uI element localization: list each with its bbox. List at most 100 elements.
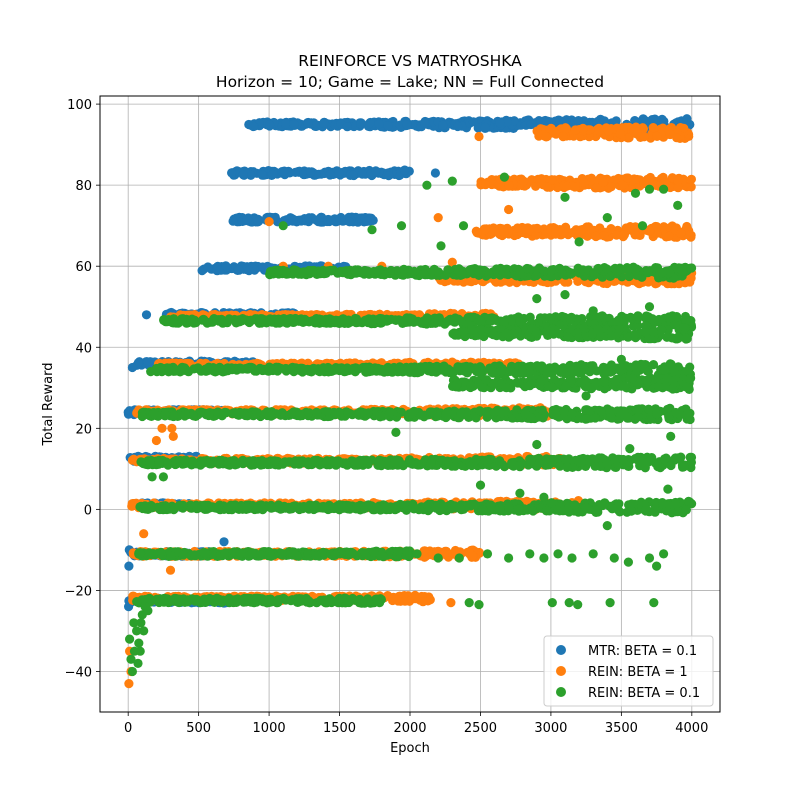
- scatter-point: [603, 126, 614, 136]
- scatter-point: [238, 170, 248, 180]
- scatter-point: [499, 228, 509, 238]
- scatter-point: [466, 265, 476, 275]
- scatter-point: [558, 132, 568, 142]
- scatter-point: [547, 175, 557, 185]
- scatter-point: [673, 176, 683, 186]
- scatter-point: [526, 119, 536, 130]
- scatter-point: [384, 171, 394, 181]
- scatter-point: [568, 227, 578, 238]
- scatter-point: [395, 120, 405, 130]
- scatter-point: [519, 176, 529, 186]
- scatter-point: [682, 221, 692, 232]
- scatter-point: [127, 501, 137, 511]
- scatter-point: [326, 215, 336, 225]
- scatter-point: [480, 180, 491, 190]
- scatter-point: [472, 228, 482, 238]
- scatter-point: [645, 172, 656, 183]
- scatter-point: [371, 166, 381, 176]
- scatter-point: [664, 231, 674, 241]
- scatter-point: [476, 265, 486, 275]
- scatter-point: [219, 537, 229, 547]
- scatter-point: [480, 122, 490, 132]
- scatter-point: [280, 119, 291, 129]
- scatter-point: [141, 310, 152, 320]
- scatter-point: [303, 118, 313, 129]
- scatter-point: [425, 595, 435, 605]
- scatter-point: [316, 267, 326, 277]
- scatter-point: [557, 268, 567, 279]
- scatter-point: [399, 165, 410, 175]
- scatter-point: [454, 267, 464, 277]
- scatter-point: [513, 223, 523, 233]
- scatter-point: [357, 169, 367, 179]
- scatter-point: [305, 167, 316, 177]
- scatter-point: [288, 216, 298, 226]
- scatter-point: [433, 213, 443, 223]
- scatter-point: [502, 117, 512, 127]
- scatter-point: [446, 598, 456, 608]
- scatter-point: [630, 230, 640, 240]
- scatter-point: [541, 132, 551, 142]
- scatter-point: [598, 177, 608, 187]
- scatter-point: [522, 263, 532, 274]
- scatter-point: [570, 182, 580, 192]
- scatter-point: [687, 263, 697, 273]
- scatter-point: [573, 116, 584, 126]
- scatter-point: [673, 183, 683, 193]
- scatter-point: [399, 264, 409, 274]
- scatter-point: [167, 423, 177, 433]
- scatter-point: [244, 266, 254, 276]
- scatter-point: [268, 169, 278, 179]
- scatter-point: [468, 551, 478, 561]
- scatter-point: [265, 120, 275, 130]
- scatter-point: [579, 177, 589, 188]
- scatter-point: [578, 123, 588, 133]
- scatter-point: [504, 180, 514, 190]
- scatter-point: [365, 117, 375, 128]
- scatter-point: [612, 266, 623, 276]
- scatter-point: [520, 224, 531, 234]
- scatter-point: [348, 170, 358, 180]
- scatter-point: [679, 123, 689, 133]
- scatter-point: [362, 216, 372, 226]
- scatter-point: [632, 270, 642, 280]
- scatter-point: [611, 230, 622, 240]
- scatter-point: [257, 170, 267, 180]
- scatter-point: [129, 454, 139, 464]
- scatter-point: [168, 431, 178, 441]
- scatter-point: [127, 362, 137, 373]
- scatter-point: [639, 132, 649, 142]
- scatter-point: [453, 121, 463, 132]
- scatter-point: [374, 119, 384, 129]
- scatter-point: [125, 406, 135, 416]
- scatter-point: [253, 216, 263, 226]
- scatter-point: [203, 262, 213, 272]
- scatter-point: [473, 123, 483, 133]
- scatter-point: [363, 266, 373, 276]
- scatter-point: [227, 168, 237, 178]
- scatter-point: [264, 217, 274, 227]
- scatter-point: [151, 435, 161, 446]
- scatter-point: [648, 123, 658, 133]
- scatter-point: [419, 118, 430, 128]
- scatter-point: [373, 266, 383, 276]
- scatter-point: [165, 565, 176, 575]
- scatter-point: [577, 225, 587, 235]
- scatter-point: [599, 231, 609, 241]
- scatter-point: [290, 265, 300, 275]
- scatter-point: [686, 174, 697, 184]
- scatter-point: [338, 266, 348, 276]
- scatter-point: [550, 229, 561, 239]
- scatter-point: [591, 231, 601, 241]
- chart-title: REINFORCE VS MATRYOSHKA: [298, 52, 522, 70]
- scatter-point: [248, 121, 258, 132]
- scatter-point: [677, 266, 687, 276]
- scatter-point: [648, 115, 659, 126]
- scatter-point: [402, 120, 412, 130]
- scatter-point: [602, 264, 612, 274]
- scatter-point: [474, 131, 484, 142]
- scatter-point: [594, 126, 604, 136]
- scatter-point: [665, 129, 675, 140]
- chart-subtitle: Horizon = 10; Game = Lake; NN = Full Con…: [216, 73, 604, 91]
